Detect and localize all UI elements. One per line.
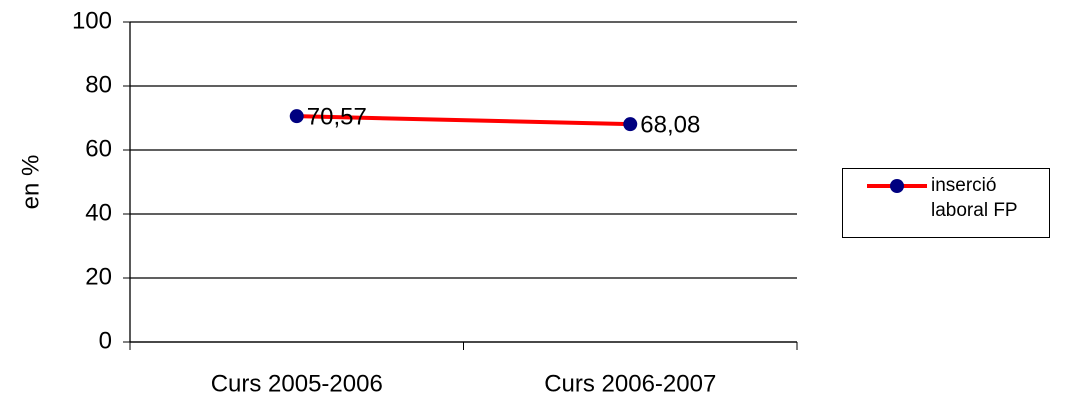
y-tick-label: 80: [85, 71, 112, 98]
legend-marker: [890, 179, 904, 193]
x-tick-label: Curs 2006-2007: [544, 370, 716, 397]
data-label: 70,57: [307, 104, 367, 131]
y-tick-label: 0: [99, 327, 112, 354]
y-tick-label: 40: [85, 199, 112, 226]
legend-swatch: [867, 179, 927, 193]
y-axis-label: en %: [17, 155, 44, 210]
legend-label: inserció laboral FP: [931, 175, 1018, 221]
x-tick-label: Curs 2005-2006: [211, 370, 383, 397]
series-line: [296, 114, 631, 127]
data-point: [289, 109, 304, 124]
y-tick-label: 60: [85, 135, 112, 162]
data-point: [623, 117, 638, 132]
y-tick-label: 100: [72, 7, 112, 34]
legend: inserció laboral FP: [842, 168, 1050, 238]
data-label: 68,08: [640, 111, 700, 138]
y-tick-label: 20: [85, 263, 112, 290]
